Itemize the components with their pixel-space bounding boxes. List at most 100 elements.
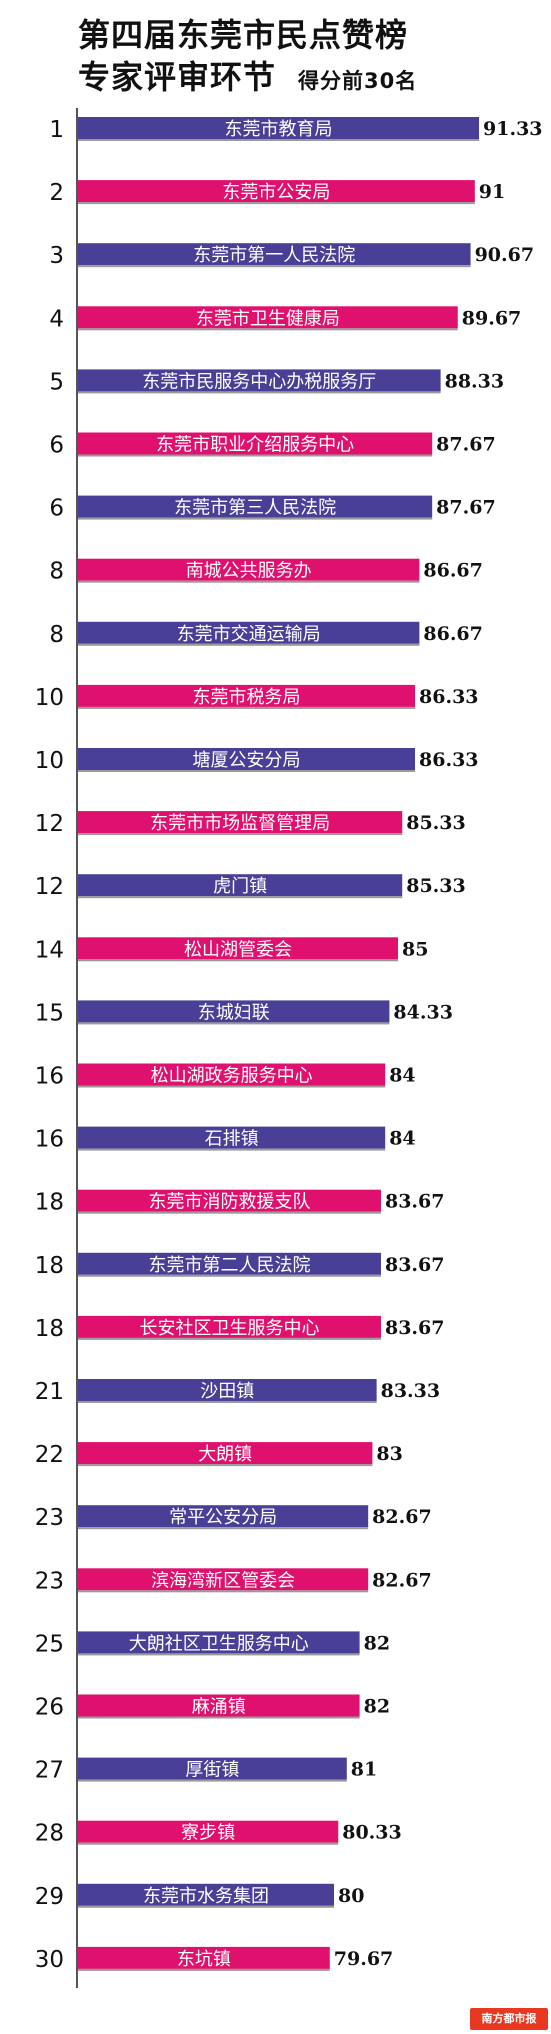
bar-shadow bbox=[78, 706, 416, 709]
bar bbox=[78, 1315, 381, 1338]
value-label: 83.33 bbox=[381, 1380, 441, 1402]
bar bbox=[78, 432, 433, 455]
bar bbox=[78, 558, 420, 581]
subtitle: 得分前30名 bbox=[298, 69, 418, 93]
bar bbox=[78, 811, 403, 834]
bar-shadow bbox=[78, 1085, 386, 1088]
bar bbox=[78, 937, 398, 960]
bar-shadow bbox=[78, 1590, 369, 1593]
value-label: 83 bbox=[376, 1443, 402, 1465]
category-label: 南城公共服务办 bbox=[186, 561, 312, 582]
title-line-1: 第四届东莞市民点赞榜 bbox=[78, 16, 409, 54]
value-label: 86.67 bbox=[423, 560, 483, 582]
bar bbox=[78, 1505, 369, 1528]
category-label: 东莞市市场监督管理局 bbox=[150, 813, 330, 834]
bar-shadow bbox=[78, 1968, 330, 1971]
category-label: 塘厦公安分局 bbox=[193, 750, 301, 771]
rank-label: 23 bbox=[35, 1505, 64, 1531]
rank-label: 8 bbox=[49, 559, 64, 585]
bar bbox=[78, 1631, 360, 1654]
bar-shadow bbox=[78, 1274, 381, 1277]
rank-label: 22 bbox=[35, 1442, 64, 1468]
category-label: 东莞市第一人民法院 bbox=[193, 245, 355, 266]
bar-shadow bbox=[78, 959, 398, 962]
value-label: 82.67 bbox=[372, 1569, 432, 1591]
category-label: 常平公安分局 bbox=[169, 1507, 277, 1528]
value-label: 84 bbox=[389, 1065, 415, 1087]
bar bbox=[78, 1000, 390, 1023]
value-label: 86.33 bbox=[419, 749, 479, 771]
rank-label: 16 bbox=[35, 1127, 64, 1153]
value-label: 83.67 bbox=[385, 1317, 445, 1339]
category-label: 东莞市公安局 bbox=[222, 182, 330, 203]
rank-label: 23 bbox=[35, 1568, 64, 1594]
rank-label: 1 bbox=[49, 117, 64, 143]
bar bbox=[78, 1820, 339, 1843]
value-label: 84.33 bbox=[393, 1001, 453, 1023]
rank-label: 26 bbox=[35, 1695, 64, 1721]
rank-label: 16 bbox=[35, 1064, 64, 1090]
rank-label: 6 bbox=[49, 496, 64, 522]
value-label: 83.67 bbox=[385, 1254, 445, 1276]
bar bbox=[78, 684, 416, 707]
bar bbox=[78, 1063, 386, 1086]
rank-label: 10 bbox=[35, 685, 64, 711]
rank-label: 21 bbox=[35, 1379, 64, 1405]
rank-label: 2 bbox=[49, 180, 64, 206]
bar bbox=[78, 117, 480, 139]
rank-label: 25 bbox=[35, 1631, 64, 1657]
category-label: 东莞市交通运输局 bbox=[177, 624, 321, 645]
bar-shadow bbox=[78, 1905, 334, 1908]
value-label: 81 bbox=[351, 1759, 377, 1781]
bar bbox=[78, 748, 416, 770]
category-label: 东莞市教育局 bbox=[225, 119, 333, 140]
category-label: 东莞市民服务中心办税服务厅 bbox=[142, 371, 376, 392]
bar-shadow bbox=[78, 1211, 381, 1214]
bar bbox=[78, 1189, 381, 1212]
title-line-2: 专家评审环节 得分前30名 bbox=[78, 56, 417, 102]
value-label: 82 bbox=[364, 1632, 390, 1654]
bar bbox=[78, 495, 433, 518]
bar-shadow bbox=[78, 833, 403, 836]
bar-shadow bbox=[78, 1337, 381, 1340]
category-label: 厚街镇 bbox=[185, 1760, 239, 1781]
bar-shadow bbox=[78, 1464, 373, 1467]
rank-label: 4 bbox=[49, 306, 64, 332]
bar-shadow bbox=[78, 1716, 360, 1719]
bar bbox=[78, 1568, 369, 1591]
category-label: 滨海湾新区管委会 bbox=[151, 1570, 295, 1591]
rank-label: 5 bbox=[49, 369, 64, 395]
bar bbox=[78, 621, 420, 644]
bar-shadow bbox=[78, 580, 420, 583]
rank-label: 30 bbox=[35, 1947, 64, 1973]
value-label: 82 bbox=[364, 1696, 390, 1718]
bar bbox=[78, 369, 441, 392]
category-label: 东莞市职业介绍服务中心 bbox=[156, 435, 354, 456]
category-label: 东莞市第二人民法院 bbox=[148, 1255, 310, 1276]
category-label: 大朗社区卫生服务中心 bbox=[129, 1633, 309, 1654]
bar-shadow bbox=[78, 139, 480, 141]
bar bbox=[78, 180, 475, 203]
value-label: 85.33 bbox=[406, 875, 466, 897]
bar bbox=[78, 1694, 360, 1717]
y-axis-line bbox=[76, 108, 78, 1988]
category-label: 寮步镇 bbox=[181, 1823, 235, 1844]
bar-shadow bbox=[78, 454, 433, 457]
bar-shadow bbox=[78, 1022, 390, 1025]
value-label: 80 bbox=[338, 1885, 364, 1907]
bar-shadow bbox=[78, 202, 475, 205]
category-label: 麻涌镇 bbox=[192, 1697, 246, 1718]
bar-shadow bbox=[78, 1842, 339, 1845]
category-label: 东坑镇 bbox=[177, 1949, 231, 1970]
value-label: 89.67 bbox=[462, 307, 522, 329]
value-label: 80.33 bbox=[342, 1822, 402, 1844]
bar-shadow bbox=[78, 896, 403, 899]
newspaper-logo: 南方都市报 bbox=[470, 2008, 548, 2030]
value-label: 88.33 bbox=[445, 370, 505, 392]
value-label: 86.33 bbox=[419, 686, 479, 708]
rank-label: 27 bbox=[35, 1758, 64, 1784]
chart-title: 第四届东莞市民点赞榜 专家评审环节 得分前30名 bbox=[78, 14, 417, 102]
category-label: 东莞市水务集团 bbox=[143, 1886, 269, 1907]
bar-shadow bbox=[78, 265, 471, 268]
